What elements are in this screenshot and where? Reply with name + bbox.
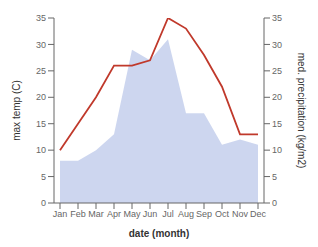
svg-text:Jun: Jun [143,209,158,219]
svg-text:25: 25 [36,66,46,76]
svg-text:Oct: Oct [215,209,230,219]
svg-text:date (month): date (month) [129,228,190,239]
svg-text:Dec: Dec [250,209,267,219]
svg-text:30: 30 [272,40,282,50]
svg-text:15: 15 [36,119,46,129]
svg-text:Jul: Jul [162,209,174,219]
svg-text:15: 15 [272,119,282,129]
svg-text:May: May [123,209,141,219]
svg-text:5: 5 [272,172,277,182]
svg-text:Apr: Apr [107,209,121,219]
svg-text:med. precipitation (kg/m2): med. precipitation (kg/m2) [296,53,307,169]
svg-text:10: 10 [272,145,282,155]
svg-text:20: 20 [272,92,282,102]
svg-text:35: 35 [36,13,46,23]
svg-text:max temp (C): max temp (C) [11,80,22,141]
svg-text:35: 35 [272,13,282,23]
svg-text:0: 0 [41,198,46,208]
svg-text:Jan: Jan [53,209,68,219]
svg-text:20: 20 [36,92,46,102]
svg-text:Feb: Feb [70,209,86,219]
svg-text:Nov: Nov [232,209,249,219]
svg-text:Mar: Mar [88,209,104,219]
svg-text:25: 25 [272,66,282,76]
svg-text:Aug: Aug [178,209,194,219]
svg-text:5: 5 [41,172,46,182]
svg-text:30: 30 [36,40,46,50]
svg-text:0: 0 [272,198,277,208]
svg-text:Sep: Sep [196,209,212,219]
svg-text:10: 10 [36,145,46,155]
